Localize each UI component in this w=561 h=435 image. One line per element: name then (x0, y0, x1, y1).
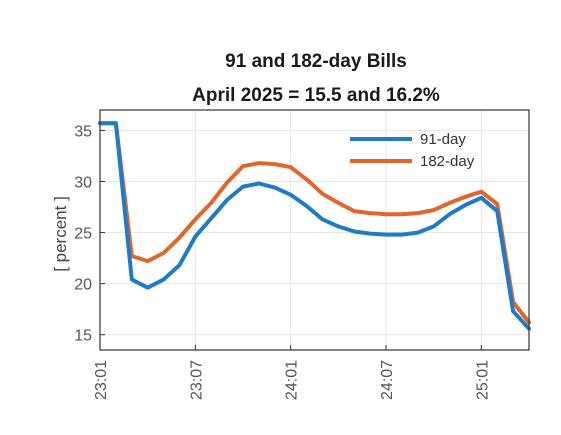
x-axis-ticks: 23:01 23:07 24:01 24:07 25:01 (93, 345, 491, 400)
series-line-182-day (98, 121, 531, 325)
legend-label-182-day: 182-day (420, 153, 475, 170)
y-tick-label: 30 (74, 174, 92, 191)
legend: 91-day 182-day (350, 131, 475, 170)
y-tick-label: 35 (74, 123, 92, 140)
chart-title: 91 and 182-day Bills (225, 51, 407, 72)
series-line-91-day (98, 121, 531, 331)
y-tick-label: 25 (74, 226, 92, 243)
x-tick-label: 23:07 (188, 360, 205, 400)
x-tick-label: 25:01 (474, 360, 491, 400)
chart-subtitle: April 2025 = 15.5 and 16.2% (192, 85, 440, 106)
series-lines (98, 121, 531, 331)
legend-label-91-day: 91-day (420, 131, 466, 148)
x-tick-label: 23:01 (93, 360, 110, 400)
x-tick-label: 24:07 (379, 360, 396, 400)
y-tick-label: 20 (74, 277, 92, 294)
y-axis-label: [ percent ] (51, 196, 70, 272)
x-tick-label: 24:01 (284, 360, 301, 400)
y-axis-ticks: 15 20 25 30 35 (74, 123, 105, 345)
plot-area-frame (99, 109, 530, 351)
y-tick-label: 15 (74, 328, 92, 345)
